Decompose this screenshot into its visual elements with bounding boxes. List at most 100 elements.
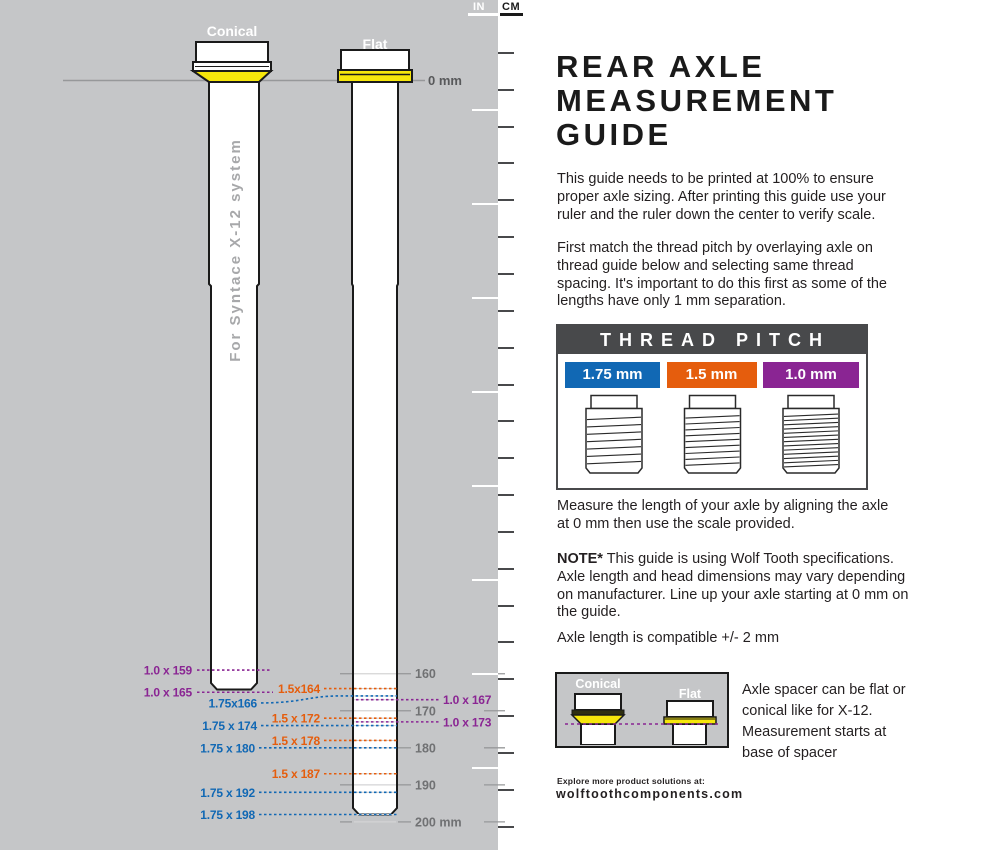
scale-label: 170 (415, 704, 436, 718)
bolt-head (589, 394, 638, 410)
bolt-thread-line (783, 430, 838, 434)
spacer-mini-diagram: Conical Flat (565, 677, 720, 746)
cm-tick (498, 309, 514, 312)
cm-tick (498, 788, 514, 791)
thread-bolts-illustration (584, 394, 840, 474)
measurement-label: 1.75 x 180 (200, 741, 255, 755)
thread-pitch-badge: 1.0 mm (763, 362, 859, 388)
bolt-thread-line (586, 424, 641, 428)
measurement-label: 1.75x166 (209, 696, 258, 710)
measurement-label: 1.0 x 159 (144, 664, 193, 678)
cm-tick (498, 530, 514, 533)
cm-tick (498, 383, 514, 386)
mini-conical-shaft (580, 723, 616, 746)
in-tick (472, 203, 498, 205)
measurement-label: 1.75 x 192 (200, 786, 255, 800)
bolt-thread-line (783, 451, 838, 455)
in-underline (468, 13, 498, 16)
measurement-label: 1.5 x 178 (272, 734, 321, 748)
bolt-head (786, 394, 835, 410)
flat-axle-head (340, 49, 410, 71)
bolt-thread-line (783, 426, 838, 430)
conical-label: Conical (207, 23, 258, 39)
bolt-thread-line (783, 455, 838, 460)
cm-tick (498, 825, 514, 828)
zero-mm-label: 0 mm (428, 73, 462, 88)
cm-tick (498, 641, 514, 644)
bolt-thread-line (783, 421, 838, 426)
bolt-thread-line (684, 421, 740, 425)
in-tick (472, 673, 498, 675)
intro-paragraph: This guide needs to be printed at 100% t… (557, 171, 886, 223)
cm-tick (498, 125, 514, 128)
thread-bolt (781, 394, 840, 474)
bolt-thread-line (684, 426, 740, 431)
conical-axle-head (195, 41, 269, 64)
scale-label: 200 mm (415, 815, 462, 829)
flat-spacer (337, 69, 413, 83)
cm-tick (498, 272, 514, 275)
in-tick (472, 767, 498, 769)
measurement-label: 1.75 x 174 (202, 719, 257, 733)
thread-pitch-box: THREAD PITCH 1.75 mm 1.5 mm 1.0 mm (556, 324, 868, 490)
footer-tagline: Explore more product solutions at: (557, 776, 706, 786)
in-tick (472, 485, 498, 487)
cm-tick (498, 88, 514, 91)
cm-tick (498, 494, 514, 497)
measurement-label: 1.75 x 198 (200, 808, 255, 822)
conical-axle: For Syntace X-12 system (189, 41, 274, 691)
in-tick (472, 109, 498, 111)
axle-side-text: For Syntace X-12 system (227, 138, 244, 362)
conical-axle-shaft (208, 81, 260, 691)
cm-tick (498, 420, 514, 423)
page-title: REAR AXLE MEASUREMENT GUIDE (556, 49, 838, 152)
note-label: NOTE* (557, 551, 603, 567)
bolt-thread-line (684, 462, 740, 466)
bolt-thread-line (684, 438, 740, 443)
mini-conical-head (574, 693, 622, 711)
measurement-label: 1.5 x 172 (272, 712, 321, 726)
spacer-diagram-box: Conical Flat (555, 672, 729, 748)
bolt-thread-line (783, 417, 838, 422)
thread-pitch-badge: 1.5 mm (666, 362, 757, 388)
measurement-label: 1.0 x 165 (144, 686, 193, 700)
conical-spacer (189, 70, 274, 83)
ruler-cm-label: CM (502, 1, 521, 13)
measure-paragraph: Measure the length of your axle by align… (557, 498, 889, 532)
in-tick (472, 391, 498, 393)
thread-pitch-title: THREAD PITCH (558, 326, 866, 354)
in-tick (472, 297, 498, 299)
measurement-label: 1.5 x 187 (272, 767, 321, 781)
cm-tick (498, 236, 514, 239)
bolt-thread-line (586, 438, 641, 443)
bolt-thread-line (783, 459, 838, 464)
mini-flat-head (666, 700, 714, 718)
scale-label: 180 (415, 741, 436, 755)
cm-tick (498, 715, 514, 718)
thread-pitch-badges: 1.75 mm 1.5 mm 1.0 mm (558, 354, 866, 388)
bolt-thread-line (586, 446, 641, 450)
mini-flat-spacer (663, 716, 717, 725)
cm-tick (498, 199, 514, 202)
mini-conical-label: Conical (575, 677, 620, 691)
bolt-thread-line (684, 450, 740, 455)
note-body: This guide is using Wolf Tooth specifica… (557, 551, 909, 621)
spacer-note: Axle spacer can be flat or conical like … (742, 682, 906, 761)
footer-url: wolftoothcomponents.com (556, 787, 744, 801)
thread-bolt (584, 394, 643, 474)
cm-tick (498, 567, 514, 570)
scale-label: 160 (415, 667, 436, 681)
cm-tick (498, 51, 514, 54)
cm-tick (498, 457, 514, 460)
measurement-dashed-line (260, 695, 397, 704)
flat-label: Flat (363, 36, 388, 52)
flat-axle (337, 49, 413, 816)
thread-pitch-badge: 1.75 mm (565, 362, 660, 388)
cm-tick (498, 678, 514, 681)
flat-axle-shaft (351, 81, 399, 816)
measurement-label: 1.0 x 173 (443, 715, 492, 729)
scale-label: 190 (415, 778, 436, 792)
mini-flat-label: Flat (679, 687, 702, 701)
bolt-thread-line (586, 416, 641, 421)
